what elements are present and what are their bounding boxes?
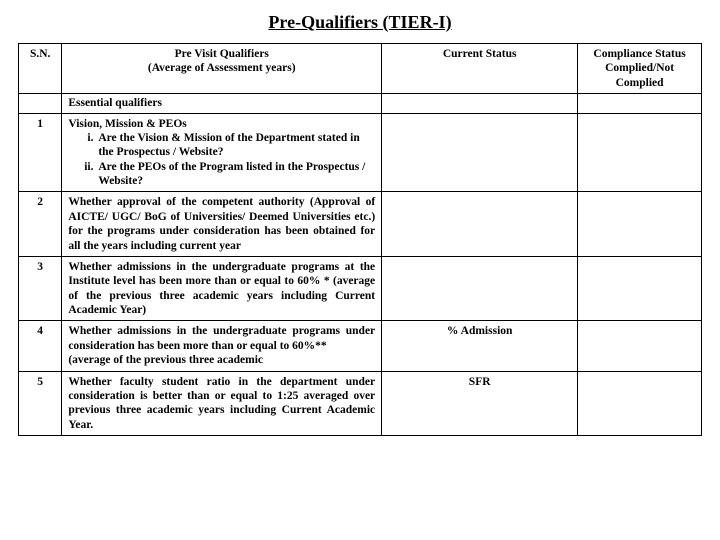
cell-sn: 5: [19, 371, 62, 436]
table-row: 3 Whether admissions in the undergraduat…: [19, 256, 702, 321]
subhead-row: Essential qualifiers: [19, 94, 702, 113]
cell-compliance: [578, 192, 702, 257]
subhead-status: [382, 94, 578, 113]
table-row: 1 Vision, Mission & PEOs Are the Vision …: [19, 113, 702, 192]
cell-compliance: [578, 371, 702, 436]
col-qualifier: Pre Visit Qualifiers (Average of Assessm…: [62, 44, 382, 94]
cell-sn: 1: [19, 113, 62, 192]
cell-status: % Admission: [382, 321, 578, 371]
row1-item-1: Are the Vision & Mission of the Departme…: [96, 131, 375, 160]
subhead-compliance: [578, 94, 702, 113]
col-qualifier-main: Pre Visit Qualifiers: [175, 48, 269, 60]
col-status: Current Status: [382, 44, 578, 94]
cell-sn: 4: [19, 321, 62, 371]
subhead-sn: [19, 94, 62, 113]
cell-compliance: [578, 113, 702, 192]
cell-sn: 2: [19, 192, 62, 257]
row1-item-2: Are the PEOs of the Program listed in th…: [96, 160, 375, 189]
cell-compliance: [578, 256, 702, 321]
row1-list: Are the Vision & Mission of the Departme…: [78, 131, 375, 189]
page-title: Pre-Qualifiers (TIER-I): [18, 12, 702, 33]
cell-qualifier: Whether admissions in the undergraduate …: [62, 321, 382, 371]
cell-status: [382, 113, 578, 192]
cell-qualifier: Whether approval of the competent author…: [62, 192, 382, 257]
cell-status: [382, 192, 578, 257]
table-row: 2 Whether approval of the competent auth…: [19, 192, 702, 257]
col-qualifier-sub: (Average of Assessment years): [148, 62, 296, 74]
cell-qualifier: Vision, Mission & PEOs Are the Vision & …: [62, 113, 382, 192]
cell-qualifier: Whether admissions in the undergraduate …: [62, 256, 382, 321]
col-sn: S.N.: [19, 44, 62, 94]
subhead-label: Essential qualifiers: [62, 94, 382, 113]
row1-lead: Vision, Mission & PEOs: [68, 118, 186, 130]
qualifiers-table: S.N. Pre Visit Qualifiers (Average of As…: [18, 43, 702, 436]
cell-sn: 3: [19, 256, 62, 321]
col-compliance: Compliance Status Complied/Not Complied: [578, 44, 702, 94]
cell-qualifier: Whether faculty student ratio in the dep…: [62, 371, 382, 436]
table-row: 5 Whether faculty student ratio in the d…: [19, 371, 702, 436]
cell-compliance: [578, 321, 702, 371]
cell-status: SFR: [382, 371, 578, 436]
table-row: 4 Whether admissions in the undergraduat…: [19, 321, 702, 371]
table-header-row: S.N. Pre Visit Qualifiers (Average of As…: [19, 44, 702, 94]
cell-status: [382, 256, 578, 321]
